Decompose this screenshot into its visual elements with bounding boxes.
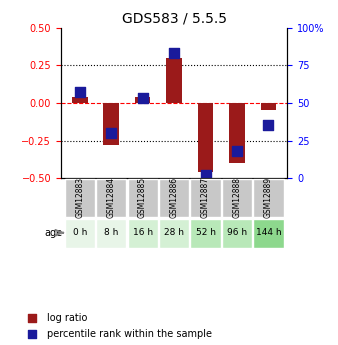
Bar — [198, 103, 213, 172]
Point — [203, 172, 208, 178]
FancyBboxPatch shape — [222, 219, 252, 248]
Point — [171, 50, 177, 56]
FancyBboxPatch shape — [190, 179, 221, 217]
FancyBboxPatch shape — [159, 179, 189, 217]
Text: GSM12885: GSM12885 — [138, 177, 147, 218]
FancyBboxPatch shape — [127, 179, 158, 217]
Bar — [261, 103, 276, 110]
Point — [234, 148, 240, 154]
Point — [29, 315, 35, 321]
Text: 16 h: 16 h — [132, 228, 153, 237]
Bar — [166, 58, 182, 103]
Text: 28 h: 28 h — [164, 228, 184, 237]
Bar — [229, 103, 245, 163]
FancyBboxPatch shape — [96, 179, 126, 217]
Text: percentile rank within the sample: percentile rank within the sample — [47, 329, 212, 339]
Text: 144 h: 144 h — [256, 228, 281, 237]
Point — [266, 123, 271, 128]
Bar — [135, 97, 150, 103]
Text: GSM12888: GSM12888 — [233, 177, 241, 218]
Text: GSM12889: GSM12889 — [264, 177, 273, 218]
Bar — [72, 97, 88, 103]
Text: log ratio: log ratio — [47, 313, 88, 323]
Text: 8 h: 8 h — [104, 228, 118, 237]
Point — [77, 90, 82, 95]
FancyBboxPatch shape — [96, 219, 126, 248]
Text: GSM12886: GSM12886 — [170, 177, 178, 218]
Text: 52 h: 52 h — [195, 228, 216, 237]
FancyBboxPatch shape — [127, 219, 158, 248]
FancyBboxPatch shape — [159, 219, 189, 248]
FancyBboxPatch shape — [222, 179, 252, 217]
Text: GSM12883: GSM12883 — [75, 177, 84, 218]
FancyBboxPatch shape — [253, 219, 284, 248]
Title: GDS583 / 5.5.5: GDS583 / 5.5.5 — [122, 11, 226, 25]
Text: 96 h: 96 h — [227, 228, 247, 237]
Text: GSM12884: GSM12884 — [107, 177, 116, 218]
Text: GSM12887: GSM12887 — [201, 177, 210, 218]
FancyBboxPatch shape — [65, 179, 95, 217]
Text: 0 h: 0 h — [73, 228, 87, 237]
Point — [29, 331, 35, 337]
FancyBboxPatch shape — [65, 219, 95, 248]
Text: age: age — [44, 228, 63, 238]
FancyBboxPatch shape — [190, 219, 221, 248]
Point — [140, 96, 145, 101]
Bar — [103, 103, 119, 145]
Point — [108, 130, 114, 136]
FancyBboxPatch shape — [253, 179, 284, 217]
